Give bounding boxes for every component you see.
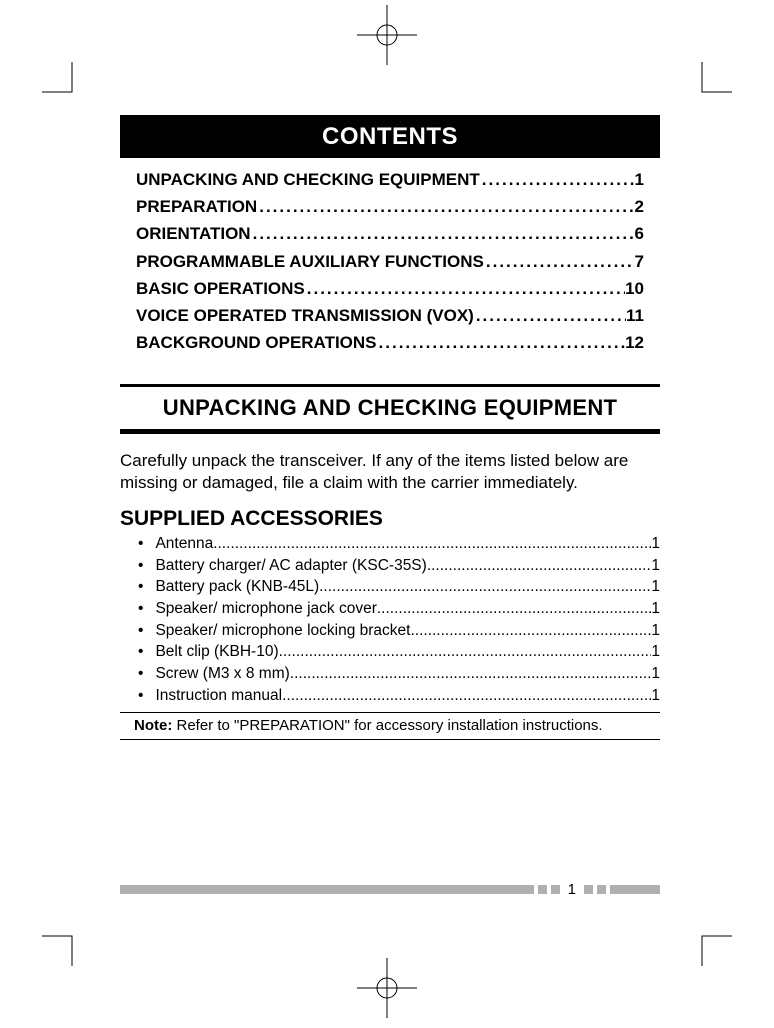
registration-mark-top: [357, 5, 417, 70]
footer-square-icon: [551, 885, 560, 894]
bullet-icon: •: [138, 641, 155, 663]
toc-label: ORIENTATION: [136, 220, 251, 247]
toc-page: 6: [635, 220, 644, 247]
note-label: Note:: [134, 717, 172, 734]
accessory-qty: 1: [651, 598, 660, 620]
toc-entry: BACKGROUND OPERATIONS 12: [136, 329, 644, 356]
bullet-icon: •: [138, 533, 155, 555]
toc-page: 11: [626, 302, 644, 329]
toc-leader: [257, 193, 634, 220]
toc-page: 12: [625, 329, 644, 356]
footer-bar: [120, 885, 534, 894]
accessory-item: • Battery pack (KNB-45L) 1: [138, 576, 660, 598]
accessory-qty: 1: [651, 576, 660, 598]
toc-entry: ORIENTATION 6: [136, 220, 644, 247]
accessory-item: • Belt clip (KBH-10) 1: [138, 641, 660, 663]
note-box: Note: Refer to "PREPARATION" for accesso…: [120, 712, 660, 740]
page-number: 1: [560, 881, 584, 898]
accessory-qty: 1: [651, 620, 660, 642]
accessory-label: Battery charger/ AC adapter (KSC-35S): [155, 555, 426, 577]
footer-bar-short: [610, 885, 660, 894]
toc-page: 7: [635, 248, 644, 275]
table-of-contents: UNPACKING AND CHECKING EQUIPMENT 1 PREPA…: [120, 158, 660, 356]
crop-mark-bl: [42, 924, 84, 966]
accessory-label: Speaker/ microphone locking bracket: [155, 620, 410, 642]
footer-square-icon: [538, 885, 547, 894]
accessory-item: • Screw (M3 x 8 mm) 1: [138, 663, 660, 685]
accessory-leader: [410, 620, 651, 642]
accessory-qty: 1: [651, 533, 660, 555]
accessory-label: Screw (M3 x 8 mm): [155, 663, 289, 685]
accessory-qty: 1: [651, 685, 660, 707]
accessory-label: Battery pack (KNB-45L): [155, 576, 319, 598]
accessory-leader: [319, 576, 651, 598]
bullet-icon: •: [138, 598, 155, 620]
toc-label: BACKGROUND OPERATIONS: [136, 329, 377, 356]
bullet-icon: •: [138, 576, 155, 598]
accessory-leader: [427, 555, 652, 577]
accessory-leader: [290, 663, 652, 685]
accessory-qty: 1: [651, 663, 660, 685]
footer-square-icon: [584, 885, 593, 894]
accessory-label: Instruction manual: [155, 685, 282, 707]
accessory-label: Belt clip (KBH-10): [155, 641, 278, 663]
section-intro: Carefully unpack the transceiver. If any…: [120, 450, 660, 493]
toc-label: UNPACKING AND CHECKING EQUIPMENT: [136, 166, 480, 193]
toc-leader: [484, 248, 635, 275]
toc-entry: VOICE OPERATED TRANSMISSION (VOX) 11: [136, 302, 644, 329]
accessory-item: • Speaker/ microphone jack cover 1: [138, 598, 660, 620]
bullet-icon: •: [138, 555, 155, 577]
accessory-leader: [377, 598, 652, 620]
page-content: CONTENTS UNPACKING AND CHECKING EQUIPMEN…: [120, 115, 660, 740]
toc-leader: [305, 275, 625, 302]
toc-label: VOICE OPERATED TRANSMISSION (VOX): [136, 302, 474, 329]
toc-leader: [474, 302, 626, 329]
accessory-leader: [213, 533, 651, 555]
accessory-item: • Instruction manual 1: [138, 685, 660, 707]
accessory-leader: [279, 641, 652, 663]
bullet-icon: •: [138, 663, 155, 685]
crop-mark-br: [690, 924, 732, 966]
subheading: SUPPLIED ACCESSORIES: [120, 507, 660, 531]
toc-page: 10: [625, 275, 644, 302]
section-rule-top: UNPACKING AND CHECKING EQUIPMENT: [120, 384, 660, 430]
toc-label: PREPARATION: [136, 193, 257, 220]
toc-entry: PREPARATION 2: [136, 193, 644, 220]
toc-label: PROGRAMMABLE AUXILIARY FUNCTIONS: [136, 248, 484, 275]
page-footer: 1: [120, 881, 660, 898]
section-header: UNPACKING AND CHECKING EQUIPMENT: [120, 390, 660, 426]
toc-entry: UNPACKING AND CHECKING EQUIPMENT 1: [136, 166, 644, 193]
bullet-icon: •: [138, 620, 155, 642]
footer-square-icon: [597, 885, 606, 894]
accessory-label: Antenna: [155, 533, 213, 555]
toc-leader: [377, 329, 626, 356]
crop-mark-tl: [42, 62, 84, 104]
toc-entry: BASIC OPERATIONS 10: [136, 275, 644, 302]
accessory-item: • Speaker/ microphone locking bracket 1: [138, 620, 660, 642]
toc-label: BASIC OPERATIONS: [136, 275, 305, 302]
accessory-label: Speaker/ microphone jack cover: [155, 598, 376, 620]
accessory-item: • Battery charger/ AC adapter (KSC-35S) …: [138, 555, 660, 577]
accessory-qty: 1: [651, 555, 660, 577]
toc-leader: [480, 166, 635, 193]
toc-page: 2: [635, 193, 644, 220]
contents-header: CONTENTS: [120, 115, 660, 158]
toc-page: 1: [635, 166, 644, 193]
note-text: Refer to "PREPARATION" for accessory ins…: [172, 717, 602, 734]
accessory-qty: 1: [651, 641, 660, 663]
toc-leader: [251, 220, 635, 247]
registration-mark-bottom: [357, 958, 417, 1023]
toc-entry: PROGRAMMABLE AUXILIARY FUNCTIONS 7: [136, 248, 644, 275]
section-rule-bottom: [120, 430, 660, 434]
accessories-list: • Antenna 1 • Battery charger/ AC adapte…: [120, 533, 660, 707]
accessory-leader: [282, 685, 651, 707]
crop-mark-tr: [690, 62, 732, 104]
accessory-item: • Antenna 1: [138, 533, 660, 555]
bullet-icon: •: [138, 685, 155, 707]
